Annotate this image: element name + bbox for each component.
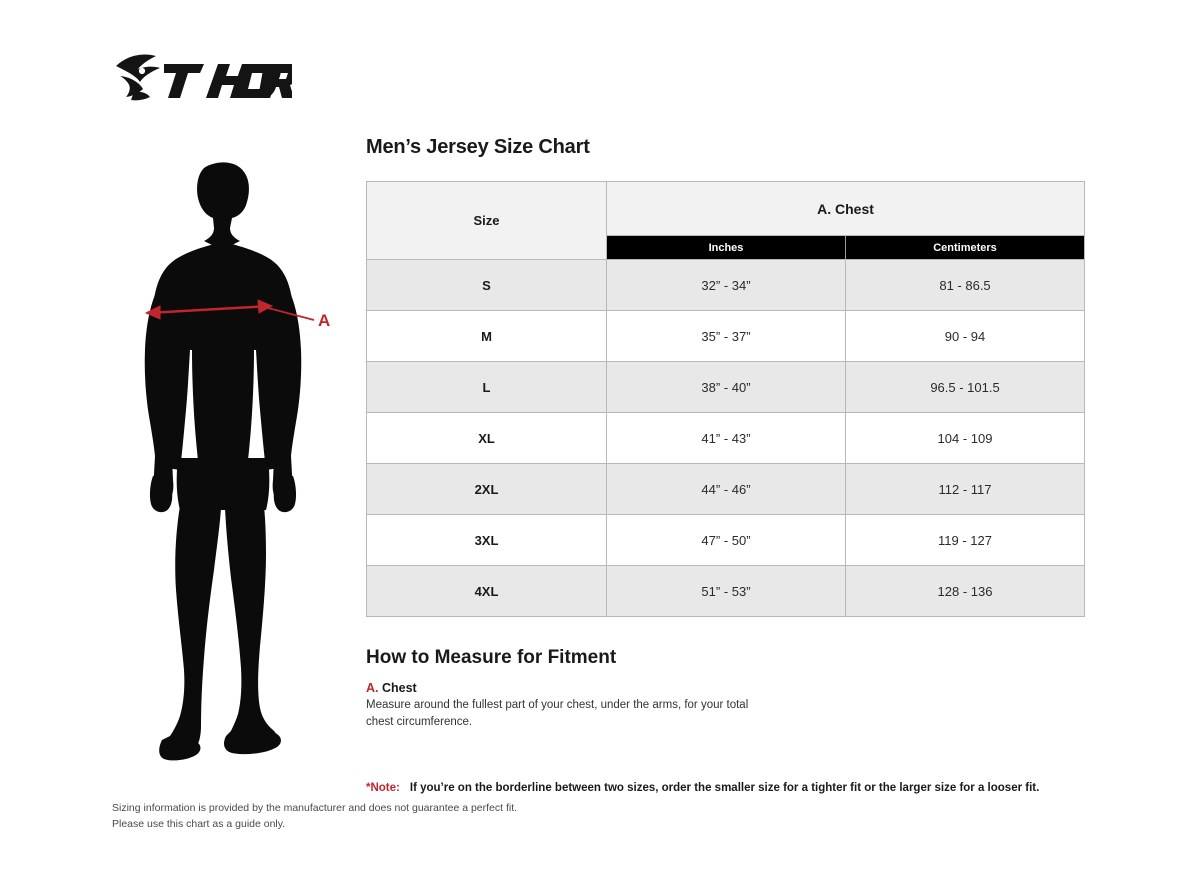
cell-inches: 32” - 34” — [606, 259, 846, 311]
table-row: L 38” - 40” 96.5 - 101.5 — [366, 361, 1086, 413]
cell-size: L — [366, 361, 607, 413]
cell-size: 4XL — [366, 565, 607, 617]
table-body: S 32” - 34” 81 - 86.5 M 35” - 37” 90 - 94 L 38”… — [366, 259, 1086, 617]
cell-centimeters: 104 - 109 — [844, 412, 1086, 464]
cell-inches: 41” - 43” — [606, 412, 846, 464]
measure-item-name: Chest — [381, 681, 417, 695]
cell-size: 2XL — [366, 463, 607, 515]
page-title: Men’s Jersey Size Chart — [366, 136, 590, 158]
cell-size: S — [366, 259, 607, 311]
how-to-measure-section: How to Measure for Fitment A. Chest Measu… — [366, 647, 1086, 730]
cell-centimeters: 81 - 86.5 — [844, 259, 1086, 311]
thor-helmet-icon — [116, 54, 299, 101]
cell-inches: 47” - 50” — [606, 514, 846, 566]
footer-disclaimer: Sizing information is provided by the ma… — [112, 800, 517, 833]
note-text: If you’re on the borderline between two … — [409, 782, 1040, 795]
how-to-measure-title: How to Measure for Fitment — [366, 647, 617, 668]
measure-item-letter: A. — [366, 681, 382, 695]
cell-inches: 51” - 53” — [606, 565, 846, 617]
figure-label-a: A — [318, 311, 330, 330]
note-line: *Note: If you’re on the borderline betwee… — [366, 782, 1086, 794]
column-header-centimeters: Centimeters — [844, 235, 1086, 260]
column-header-size: Size — [366, 181, 607, 260]
column-header-inches: Inches — [606, 235, 846, 260]
chest-measure-arrow-icon — [144, 299, 315, 321]
note-label: *Note: — [366, 782, 400, 795]
cell-size: M — [366, 310, 607, 362]
cell-inches: 44” - 46” — [606, 463, 846, 515]
cell-inches: 35” - 37” — [606, 310, 846, 362]
thor-logo — [112, 46, 299, 108]
cell-centimeters: 90 - 94 — [844, 310, 1086, 362]
cell-inches: 38” - 40” — [606, 361, 846, 413]
measure-item-list: A. Chest Measure around the fullest part … — [366, 681, 1086, 730]
cell-centimeters: 112 - 117 — [844, 463, 1086, 515]
table-row: XL 41” - 43” 104 - 109 — [366, 412, 1086, 464]
cell-size: 3XL — [366, 514, 607, 566]
size-chart-table: Size A. Chest Inches Centimeters S 32” - … — [366, 180, 1086, 617]
male-silhouette — [144, 162, 302, 761]
measure-item: A. Chest Measure around the fullest part … — [366, 681, 1086, 730]
table-row: 3XL 47” - 50” 119 - 127 — [366, 514, 1086, 566]
table-row: M 35” - 37” 90 - 94 — [366, 310, 1086, 362]
table-row: S 32” - 34” 81 - 86.5 — [366, 259, 1086, 311]
measure-item-heading: A. Chest — [366, 681, 1086, 695]
cell-centimeters: 119 - 127 — [844, 514, 1086, 566]
table-row: 2XL 44” - 46” 112 - 117 — [366, 463, 1086, 515]
footer-line-1: Sizing information is provided by the ma… — [112, 802, 518, 814]
size-chart-table-wrapper: Size A. Chest Inches Centimeters S 32” - … — [366, 180, 1086, 617]
table-head: Size A. Chest Inches Centimeters — [366, 180, 1086, 260]
footer-line-2: Please use this chart as a guide only. — [112, 818, 286, 831]
table-row: 4XL 51” - 53” 128 - 136 — [366, 565, 1086, 617]
measure-item-description: Measure around the fullest part of your … — [366, 699, 749, 728]
column-header-chest-group: A. Chest — [605, 180, 1086, 237]
cell-size: XL — [366, 412, 607, 464]
body-silhouette-figure: A — [118, 158, 348, 768]
cell-centimeters: 128 - 136 — [844, 565, 1086, 617]
cell-centimeters: 96.5 - 101.5 — [844, 361, 1086, 413]
